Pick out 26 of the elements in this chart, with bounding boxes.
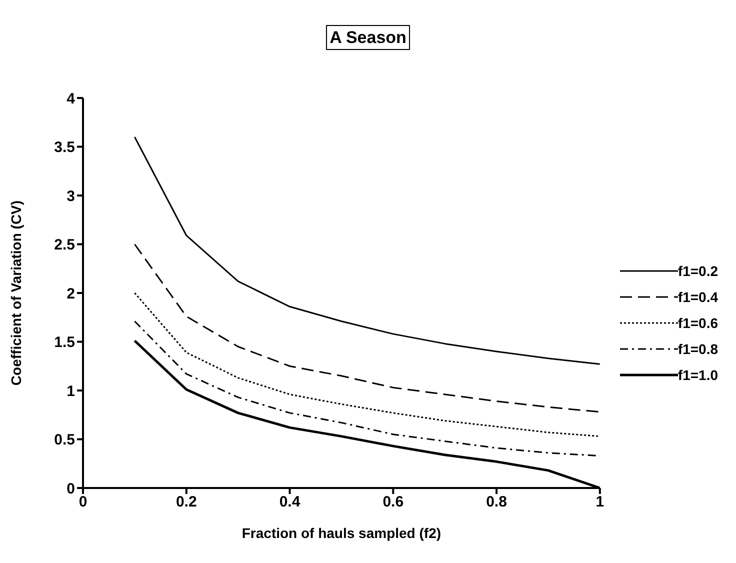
legend-label: f1=0.2 [678,263,718,279]
line-series [134,244,600,413]
x-tick-label: 1 [596,494,604,511]
x-tick-label: 0.6 [382,494,404,511]
x-axis-title: Fraction of hauls sampled (f2) [242,525,442,541]
y-tick-label: 3.5 [54,139,75,156]
x-tick-label: 0.4 [279,494,301,511]
chart-title: A Season [326,25,410,50]
x-tick-label: 0.2 [176,494,197,511]
y-tick-label: 0 [66,480,75,498]
y-tick-label: 1 [66,382,75,400]
y-tick-label: 0.5 [54,432,75,449]
y-tick-label: 1.5 [54,334,75,352]
y-axis-title: Coefficient of Variation (CV) [8,200,24,386]
legend-label: f1=1.0 [678,367,718,383]
legend-label: f1=0.8 [678,341,718,357]
y-tick-label: 3 [66,188,75,205]
legend-label: f1=0.4 [678,289,718,305]
line-series [134,136,600,365]
x-tick-label: 0.8 [486,494,507,511]
y-tick-label: 2.5 [54,236,75,254]
y-tick-label: 4 [66,90,76,108]
line-series [134,292,600,438]
x-tick-label: 0 [78,494,88,511]
y-tick-label: 2 [66,285,75,302]
legend-label: f1=0.6 [678,315,718,331]
